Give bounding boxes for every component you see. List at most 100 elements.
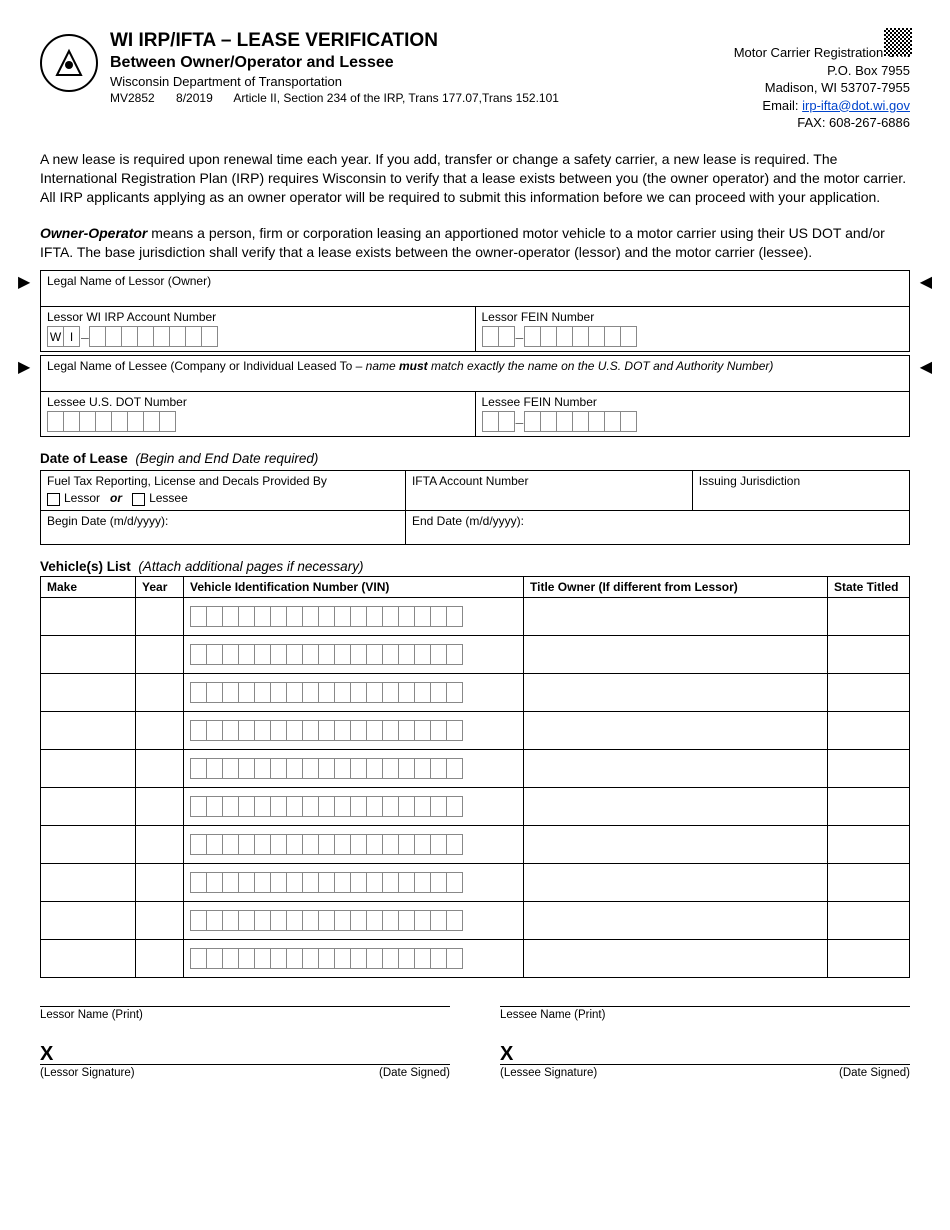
make-cell[interactable] bbox=[41, 863, 136, 901]
vin-cell[interactable] bbox=[184, 673, 524, 711]
col-make: Make bbox=[41, 576, 136, 597]
end-date-label: End Date (m/d/yyyy): bbox=[412, 514, 524, 528]
vehicle-row bbox=[41, 635, 910, 673]
lessor-irp-input[interactable]: W I – bbox=[47, 326, 469, 347]
owner-cell[interactable] bbox=[524, 711, 828, 749]
state-cell[interactable] bbox=[828, 711, 910, 749]
wisdot-logo-icon bbox=[40, 34, 98, 92]
lessor-fein-input[interactable]: – bbox=[482, 326, 904, 347]
addr-pobox: P.O. Box 7955 bbox=[734, 62, 910, 80]
vehicle-row bbox=[41, 749, 910, 787]
date-section-title: Date of Lease (Begin and End Date requir… bbox=[40, 451, 910, 466]
state-cell[interactable] bbox=[828, 901, 910, 939]
state-cell[interactable] bbox=[828, 825, 910, 863]
owner-cell[interactable] bbox=[524, 901, 828, 939]
definition-paragraph: Owner-Operator means a person, firm or c… bbox=[40, 224, 910, 262]
owner-cell[interactable] bbox=[524, 597, 828, 635]
make-cell[interactable] bbox=[41, 711, 136, 749]
state-cell[interactable] bbox=[828, 787, 910, 825]
addr-citystate: Madison, WI 53707-7955 bbox=[734, 79, 910, 97]
form-subtitle: Between Owner/Operator and Lessee bbox=[110, 54, 722, 72]
year-cell[interactable] bbox=[136, 673, 184, 711]
make-cell[interactable] bbox=[41, 787, 136, 825]
col-owner: Title Owner (If different from Lessor) bbox=[524, 576, 828, 597]
make-cell[interactable] bbox=[41, 597, 136, 635]
vehicle-table: Make Year Vehicle Identification Number … bbox=[40, 576, 910, 978]
owner-cell[interactable] bbox=[524, 673, 828, 711]
year-cell[interactable] bbox=[136, 787, 184, 825]
owner-cell[interactable] bbox=[524, 825, 828, 863]
year-cell[interactable] bbox=[136, 825, 184, 863]
lessor-date-label: (Date Signed) bbox=[379, 1067, 450, 1079]
vehicle-row bbox=[41, 825, 910, 863]
vehicle-row bbox=[41, 673, 910, 711]
lessee-checkbox[interactable] bbox=[132, 493, 145, 506]
year-cell[interactable] bbox=[136, 939, 184, 977]
vin-cell[interactable] bbox=[184, 863, 524, 901]
vin-cell[interactable] bbox=[184, 939, 524, 977]
year-cell[interactable] bbox=[136, 863, 184, 901]
lessor-fein-label: Lessor FEIN Number bbox=[482, 310, 904, 324]
make-cell[interactable] bbox=[41, 749, 136, 787]
owner-cell[interactable] bbox=[524, 863, 828, 901]
arrow-left-icon: ◀ bbox=[920, 357, 932, 377]
owner-cell[interactable] bbox=[524, 787, 828, 825]
lessor-checkbox[interactable] bbox=[47, 493, 60, 506]
year-cell[interactable] bbox=[136, 635, 184, 673]
owner-cell[interactable] bbox=[524, 939, 828, 977]
lessee-table: Legal Name of Lessee (Company or Individ… bbox=[40, 355, 910, 437]
email-link[interactable]: irp-ifta@dot.wi.gov bbox=[802, 98, 910, 113]
year-cell[interactable] bbox=[136, 597, 184, 635]
qr-code-icon bbox=[884, 28, 912, 56]
owner-operator-def: means a person, firm or corporation leas… bbox=[40, 225, 885, 260]
state-cell[interactable] bbox=[828, 673, 910, 711]
vin-cell[interactable] bbox=[184, 635, 524, 673]
make-cell[interactable] bbox=[41, 939, 136, 977]
form-number: MV2852 bbox=[110, 91, 155, 105]
email-label: Email: bbox=[762, 98, 802, 113]
state-cell[interactable] bbox=[828, 635, 910, 673]
form-reference: Article II, Section 234 of the IRP, Tran… bbox=[233, 91, 559, 105]
owner-cell[interactable] bbox=[524, 635, 828, 673]
make-cell[interactable] bbox=[41, 901, 136, 939]
lessor-chk-label: Lessor bbox=[64, 491, 100, 505]
form-date: 8/2019 bbox=[176, 91, 213, 105]
address-block: Motor Carrier Registration Unit P.O. Box… bbox=[734, 44, 910, 132]
col-vin: Vehicle Identification Number (VIN) bbox=[184, 576, 524, 597]
lessee-chk-label: Lessee bbox=[149, 491, 188, 505]
lessee-fein-label: Lessee FEIN Number bbox=[482, 395, 904, 409]
make-cell[interactable] bbox=[41, 673, 136, 711]
vehicle-row bbox=[41, 863, 910, 901]
state-cell[interactable] bbox=[828, 863, 910, 901]
vin-cell[interactable] bbox=[184, 825, 524, 863]
col-year: Year bbox=[136, 576, 184, 597]
vehicle-row bbox=[41, 711, 910, 749]
vin-cell[interactable] bbox=[184, 711, 524, 749]
arrow-left-icon: ◀ bbox=[920, 272, 932, 292]
vin-cell[interactable] bbox=[184, 597, 524, 635]
state-cell[interactable] bbox=[828, 597, 910, 635]
arrow-right-icon: ▶ bbox=[18, 272, 30, 292]
or-label: or bbox=[110, 491, 122, 505]
year-cell[interactable] bbox=[136, 749, 184, 787]
lessee-sig-label: (Lessee Signature) bbox=[500, 1067, 597, 1079]
vehicle-section-title: Vehicle(s) List (Attach additional pages… bbox=[40, 559, 910, 574]
owner-cell[interactable] bbox=[524, 749, 828, 787]
lessee-date-label: (Date Signed) bbox=[839, 1067, 910, 1079]
state-cell[interactable] bbox=[828, 939, 910, 977]
make-cell[interactable] bbox=[41, 825, 136, 863]
year-cell[interactable] bbox=[136, 901, 184, 939]
make-cell[interactable] bbox=[41, 635, 136, 673]
lessee-fein-input[interactable]: – bbox=[482, 411, 904, 432]
state-cell[interactable] bbox=[828, 749, 910, 787]
vin-cell[interactable] bbox=[184, 787, 524, 825]
lessee-print-label: Lessee Name (Print) bbox=[500, 1006, 910, 1021]
vin-cell[interactable] bbox=[184, 901, 524, 939]
begin-date-label: Begin Date (m/d/yyyy): bbox=[47, 514, 168, 528]
vin-cell[interactable] bbox=[184, 749, 524, 787]
year-cell[interactable] bbox=[136, 711, 184, 749]
vehicle-row bbox=[41, 787, 910, 825]
form-title: WI IRP/IFTA – LEASE VERIFICATION bbox=[110, 30, 722, 52]
lessee-dot-input[interactable] bbox=[47, 411, 469, 432]
lessee-name-label: Legal Name of Lessee (Company or Individ… bbox=[47, 359, 773, 373]
